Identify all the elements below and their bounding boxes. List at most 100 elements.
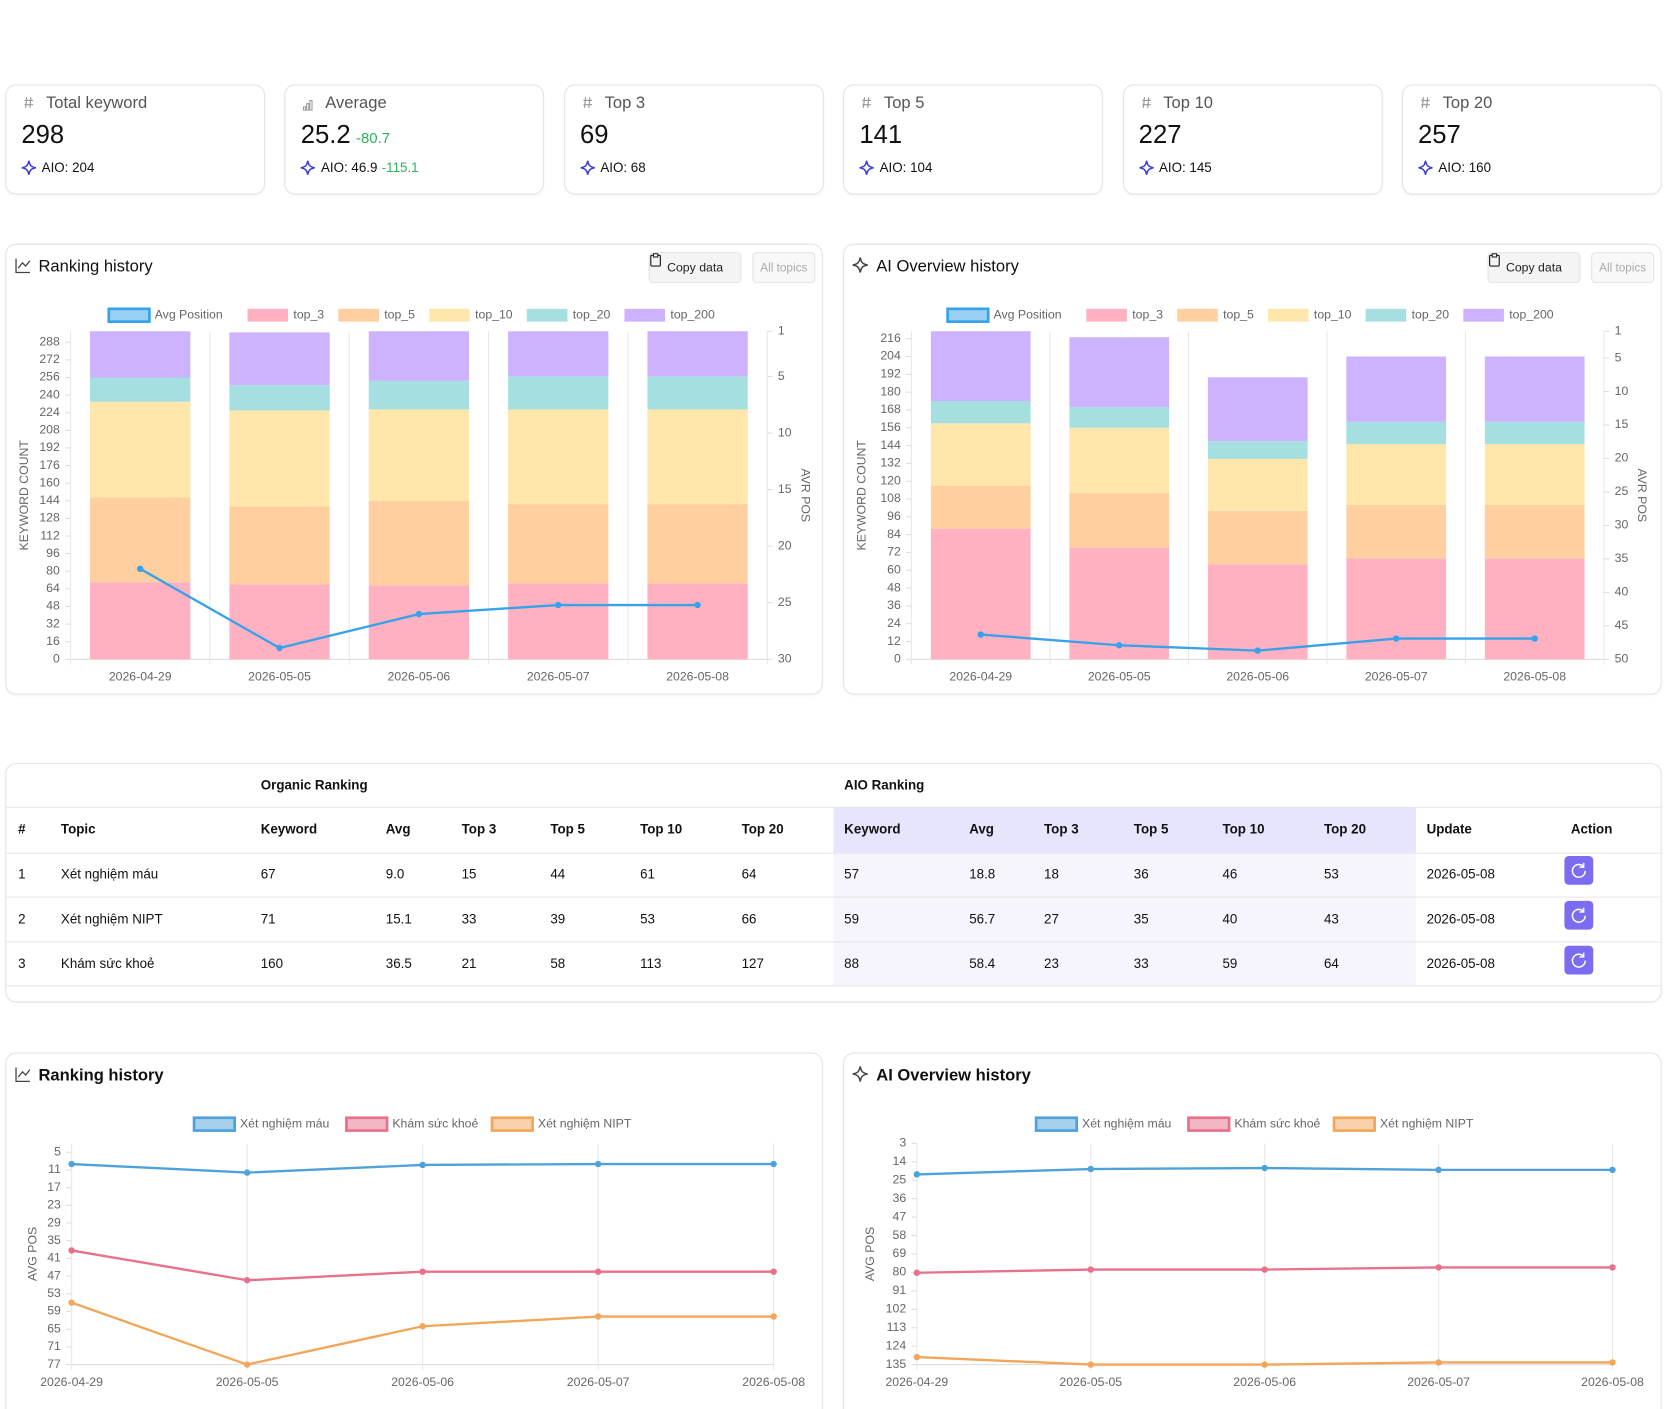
- y-tick-label: 96: [46, 546, 60, 560]
- legend-swatch: [1086, 308, 1127, 322]
- y-tick-label: 144: [880, 438, 901, 452]
- chart-icon: [17, 1069, 31, 1078]
- bar-segment: [508, 583, 609, 660]
- refresh-button[interactable]: [1564, 900, 1594, 930]
- y-tick-label: 208: [39, 423, 60, 437]
- topic-filter[interactable]: All topics: [752, 252, 816, 284]
- chart-icon: [15, 1067, 30, 1083]
- bar-segment: [1346, 444, 1447, 505]
- stat-value: 298: [21, 120, 65, 150]
- y-tick-label: 53: [47, 1286, 61, 1300]
- table-cell: 2026-05-08: [1426, 866, 1495, 882]
- bar-segment: [647, 331, 748, 377]
- chart: Avg Position top_3 top_5 top_10 top_20 top_20…: [852, 257, 1649, 684]
- y-tick-label: 72: [887, 545, 901, 559]
- y2-tick-label: 20: [1615, 451, 1629, 465]
- bar-segment: [508, 504, 609, 584]
- topic-point: [419, 1268, 426, 1275]
- y-tick-label: 14: [893, 1154, 907, 1168]
- bar-segment: [368, 409, 470, 501]
- topic-filter[interactable]: All topics: [1591, 252, 1655, 284]
- bar-segment: [1484, 356, 1585, 422]
- aio-value: AIO: 145: [1158, 160, 1212, 176]
- y-tick-label: 17: [47, 1180, 61, 1194]
- legend-label: top_20: [573, 307, 611, 321]
- table-cell: 64: [1323, 956, 1339, 972]
- copy-data-label: Copy data: [667, 261, 724, 275]
- table-cell: 127: [741, 956, 764, 972]
- y-tick-label: 176: [39, 458, 60, 472]
- sparkle-icon: [1418, 160, 1433, 175]
- y2-tick-label: 5: [1615, 350, 1622, 364]
- clipboard-clip: [1491, 253, 1498, 258]
- legend-swatch: [946, 307, 990, 323]
- y-tick-label: 240: [39, 387, 60, 401]
- x-tick-label: 2026-05-07: [567, 1375, 630, 1389]
- table-cell: 18.8: [969, 866, 996, 882]
- table-cell: 56.7: [969, 911, 996, 927]
- hash-icon: [24, 97, 34, 108]
- ranking-table: Organic Ranking AIO Ranking # Topic Keyword A…: [5, 762, 1662, 1003]
- chart-title: Ranking history: [38, 1066, 164, 1085]
- column-header: Top 3: [461, 821, 497, 837]
- bar-segment: [508, 376, 609, 410]
- bar-segment: [1484, 504, 1585, 559]
- column-header: Avg: [969, 821, 994, 837]
- card-icons: [580, 97, 595, 175]
- topic-point: [1435, 1166, 1442, 1174]
- bar-segment: [1207, 441, 1308, 459]
- y2-tick-label: 40: [1615, 585, 1629, 599]
- topic-point: [68, 1299, 75, 1306]
- column-header: Top 5: [1133, 821, 1169, 837]
- legend-swatch: [1332, 1116, 1376, 1132]
- x-tick-label: 2026-05-08: [666, 670, 729, 684]
- y-tick-label: 96: [887, 509, 901, 523]
- bar-segment: [1207, 377, 1308, 442]
- column-header: Keyword: [844, 821, 901, 837]
- topic-point: [1261, 1361, 1268, 1368]
- refresh-arrow: [1579, 862, 1585, 868]
- aio-value: AIO: 104: [879, 160, 933, 176]
- refresh-arc: [1571, 953, 1587, 968]
- legend-label: Xét nghiệm NIPT: [538, 1116, 632, 1130]
- x-tick-label: 2026-04-29: [109, 670, 172, 684]
- topic-point: [1087, 1165, 1094, 1173]
- y-tick-label: 32: [46, 616, 60, 630]
- legend-swatch: [1034, 1116, 1079, 1132]
- table-cell: 39: [550, 911, 566, 927]
- y-tick-label: 80: [46, 564, 60, 578]
- refresh-button[interactable]: [1564, 945, 1594, 975]
- legend-swatch: [1177, 308, 1218, 322]
- legend-swatch: [429, 308, 470, 322]
- y-tick-label: 12: [887, 634, 901, 648]
- topic-point: [1609, 1166, 1616, 1174]
- avg-position-point: [977, 631, 984, 638]
- copy-data-button[interactable]: Copy data: [648, 252, 742, 284]
- y-tick-label: 11: [48, 1162, 61, 1176]
- legend-swatch: [107, 307, 151, 323]
- stat-row: 257: [1418, 121, 1461, 151]
- bar-segment: [368, 331, 470, 381]
- axis-title: KEYWORD COUNT: [855, 440, 869, 551]
- table-cell: 36: [1133, 866, 1149, 882]
- refresh-icon: [1571, 907, 1587, 923]
- topic-point: [68, 1247, 75, 1254]
- bar-segment: [930, 423, 1031, 486]
- bar-segment: [229, 332, 330, 386]
- bar-segment: [930, 485, 1031, 529]
- topic-point: [913, 1353, 921, 1361]
- axis-title: KEYWORD COUNT: [17, 440, 31, 551]
- copy-data-button[interactable]: Copy data: [1487, 252, 1581, 284]
- y2-tick-label: 30: [1615, 518, 1629, 532]
- y-tick-label: 156: [880, 420, 901, 434]
- stat-change: -80.7: [355, 129, 391, 147]
- aio-value: AIO: 68: [600, 160, 646, 176]
- refresh-icon: [1571, 952, 1587, 968]
- card-icons: [301, 99, 316, 175]
- table-cell: 43: [1323, 911, 1339, 927]
- refresh-button[interactable]: [1564, 855, 1594, 885]
- bar-segment: [647, 504, 748, 584]
- stat-card: Top 5 141 AIO: 104: [843, 84, 1103, 195]
- x-tick-label: 2026-05-06: [1233, 1375, 1296, 1389]
